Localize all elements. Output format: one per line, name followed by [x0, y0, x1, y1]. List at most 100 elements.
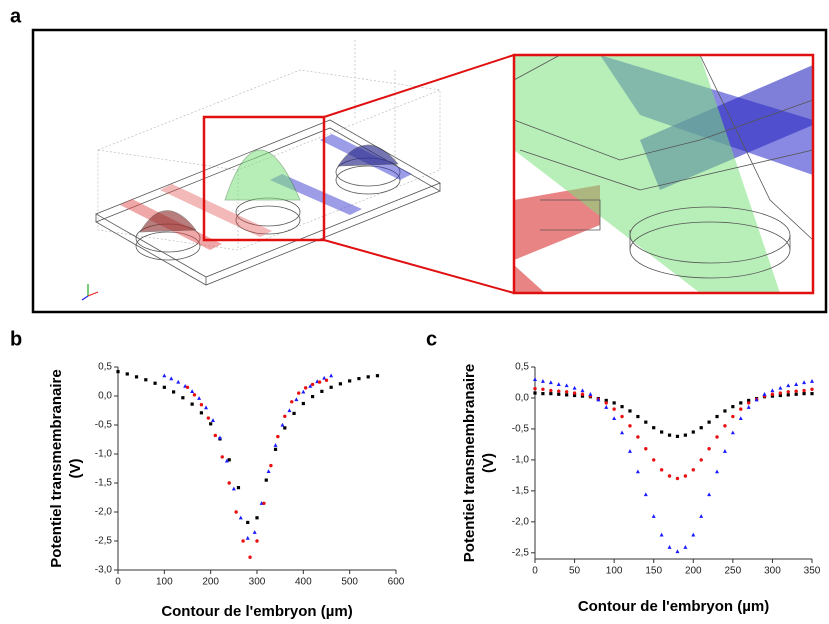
point — [366, 375, 370, 379]
chart: 0,5 0,0 -0,5 -1,0 -1,5 -2,0 -2,50 50 100 150 200 25… — [461, 362, 821, 615]
point — [794, 389, 798, 393]
x-tick-label: 0 — [532, 566, 538, 577]
point — [746, 401, 751, 405]
point — [238, 515, 243, 520]
point — [375, 374, 380, 378]
point — [652, 426, 656, 430]
point — [810, 379, 814, 383]
point — [699, 426, 703, 430]
x-tick-label: 500 — [341, 577, 358, 588]
point — [301, 389, 306, 394]
y-axis-title: Potentiel transmembranaire — [48, 369, 65, 567]
chart: 0,5 0,0 -0,5 -1,0 -1,5 -2,0 -2,5 -3,00 100 200 300… — [48, 362, 405, 620]
point — [810, 387, 814, 391]
point — [580, 394, 585, 398]
x-tick-label: 0 — [115, 577, 121, 588]
point — [210, 418, 215, 422]
zoom-connector — [323, 54, 515, 118]
point — [699, 458, 703, 462]
point — [691, 430, 695, 434]
x-tick-label: 250 — [725, 566, 742, 577]
point — [540, 379, 545, 383]
point — [660, 430, 664, 434]
point — [262, 501, 266, 505]
point — [627, 449, 632, 453]
point — [628, 424, 632, 428]
point — [580, 392, 585, 396]
point — [125, 372, 129, 376]
point — [273, 447, 278, 451]
y-axis-unit: (V) — [480, 453, 497, 473]
point — [204, 405, 209, 410]
x-tick-label: 200 — [685, 566, 702, 577]
point — [292, 411, 296, 415]
point — [190, 389, 195, 393]
point — [236, 486, 241, 490]
point — [802, 392, 806, 396]
x-tick-label: 50 — [569, 566, 581, 577]
y-axis-title: Potentiel transmembranaire — [461, 364, 478, 562]
point — [802, 388, 806, 393]
point — [329, 385, 333, 389]
point — [659, 468, 664, 472]
point — [683, 433, 687, 437]
point — [322, 375, 327, 380]
point — [266, 469, 271, 473]
point — [786, 390, 790, 394]
point — [731, 405, 735, 409]
point — [320, 389, 324, 393]
point — [762, 392, 767, 396]
x-tick-label: 300 — [249, 577, 266, 588]
point — [241, 539, 245, 543]
x-tick-label: 400 — [295, 577, 312, 588]
point — [604, 398, 608, 403]
point — [730, 430, 735, 435]
point — [739, 401, 743, 405]
point — [556, 382, 561, 386]
y-tick-label: -1,5 — [95, 478, 113, 489]
x-tick-label: 350 — [804, 566, 821, 577]
point — [324, 378, 329, 383]
point — [317, 380, 322, 384]
point — [348, 379, 352, 383]
point — [541, 392, 545, 396]
point — [294, 397, 299, 402]
zoom-box — [202, 115, 326, 242]
point — [224, 458, 229, 463]
point — [541, 387, 545, 391]
point — [778, 393, 782, 398]
point — [549, 388, 553, 393]
point — [280, 422, 285, 427]
point — [786, 383, 791, 388]
point — [276, 434, 280, 439]
y-tick-label: -3,0 — [95, 565, 113, 576]
point — [162, 385, 166, 389]
point — [144, 378, 148, 382]
point — [588, 392, 593, 396]
point — [580, 388, 585, 393]
point — [636, 414, 640, 419]
point — [283, 426, 287, 430]
point — [635, 469, 640, 474]
x-axis-title: Contour de l'embryon (µm) — [161, 603, 352, 620]
electrode-band — [160, 184, 272, 237]
y-tick-label: -2,0 — [95, 507, 113, 518]
point — [754, 397, 759, 402]
point — [715, 435, 719, 439]
point — [287, 408, 292, 413]
point — [252, 530, 257, 534]
point — [557, 392, 561, 396]
y-tick-label: -2,5 — [95, 536, 113, 547]
point — [557, 389, 561, 393]
point — [153, 381, 157, 385]
x-tick-label: 300 — [764, 566, 781, 577]
zoom-inset — [512, 53, 815, 295]
point — [564, 390, 569, 394]
point — [310, 382, 315, 387]
point — [604, 405, 609, 409]
point — [206, 416, 211, 420]
y-tick-label: -1,0 — [512, 455, 530, 466]
y-tick-label: -0,5 — [95, 420, 113, 431]
point — [675, 549, 680, 554]
point — [778, 385, 783, 390]
